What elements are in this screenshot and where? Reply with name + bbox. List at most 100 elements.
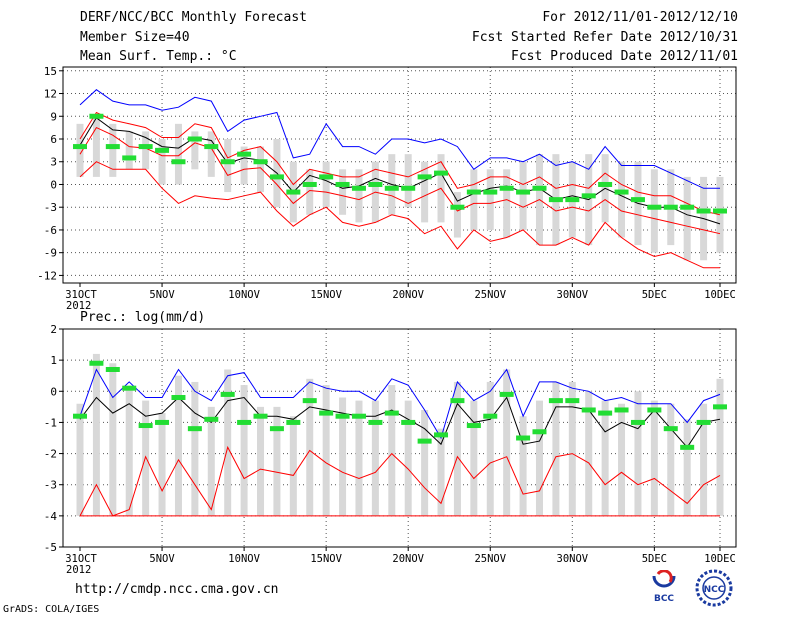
ensemble-marker <box>335 181 350 187</box>
spread-box <box>486 381 494 516</box>
series-min-line <box>79 161 720 269</box>
spread-box <box>404 154 412 208</box>
ensemble-marker <box>680 444 695 450</box>
ensemble-marker <box>614 189 629 195</box>
ensemble-marker <box>516 435 531 441</box>
spread-box <box>585 391 593 516</box>
spread-box <box>421 409 429 516</box>
series-mean-line <box>79 396 721 449</box>
ensemble-marker <box>663 204 678 210</box>
ensemble-marker <box>630 419 645 425</box>
ensemble-marker <box>384 185 399 191</box>
spread-box <box>273 406 281 516</box>
ensemble-marker <box>713 208 727 214</box>
ensemble-marker <box>237 419 252 425</box>
x-tick-label: 20NOV <box>392 289 424 301</box>
ensemble-marker <box>122 385 137 391</box>
y-tick-label: 9 <box>50 110 57 123</box>
spread-box <box>503 369 511 516</box>
ensemble-marker <box>647 204 662 210</box>
ensemble-marker <box>434 170 449 176</box>
variable-label: Mean Surf. Temp.: °C <box>80 49 237 64</box>
y-tick-label: 0 <box>50 178 57 191</box>
ensemble-marker <box>548 398 563 404</box>
spread-box <box>683 419 691 516</box>
ensemble-marker <box>171 395 186 401</box>
spread-box <box>470 169 478 230</box>
bcc-logo-text: BCC <box>654 594 674 604</box>
y-tick-label: 1 <box>50 354 57 367</box>
ensemble-marker <box>155 419 170 425</box>
x-tick-label: 10DEC <box>704 553 736 565</box>
y-tick-label: -12 <box>37 269 57 282</box>
ensemble-marker <box>302 398 317 404</box>
spread-box <box>322 385 330 516</box>
x-tick-label: 25NOV <box>474 289 506 301</box>
grads-credit: GrADS: COLA/IGES <box>3 604 100 615</box>
ensemble-marker <box>253 159 268 165</box>
spread-box <box>667 403 675 516</box>
ensemble-marker <box>384 410 399 416</box>
ensemble-marker <box>499 391 514 397</box>
spread-box <box>322 161 330 208</box>
chart-title: DERF/NCC/BCC Monthly Forecast <box>80 10 307 25</box>
ensemble-marker <box>73 144 87 150</box>
ensemble-marker <box>417 438 432 444</box>
ensemble-marker <box>73 413 87 419</box>
ncc-logo-text: NCC <box>704 585 725 595</box>
ensemble-marker <box>220 391 235 397</box>
y-tick-label: -3 <box>44 201 57 214</box>
spread-box <box>92 116 100 177</box>
spread-box <box>650 169 658 253</box>
ensemble-marker <box>105 366 120 372</box>
x-tick-label: 31OCT <box>65 553 97 565</box>
ensemble-marker <box>253 413 268 419</box>
fcst-started-date: Fcst Started Refer Date 2012/10/31 <box>471 30 738 45</box>
ensemble-marker <box>614 407 629 413</box>
y-tick-label: -4 <box>44 510 58 523</box>
ensemble-marker <box>220 159 235 165</box>
spread-box <box>618 161 626 238</box>
spread-box <box>109 363 117 516</box>
spread-box <box>700 403 708 516</box>
spread-box <box>568 381 576 516</box>
ensemble-marker <box>335 413 350 419</box>
spread-box <box>174 375 182 516</box>
ensemble-marker <box>483 413 498 419</box>
panel-temperature: 15 12 9 6 3 0 -3 -6 -9 -12 31OCT 5NOV 10NOV 15NOV 20NO… <box>37 65 737 312</box>
spread-box <box>437 428 445 516</box>
precip-variable-label: Prec.: log(mm/d) <box>80 310 205 325</box>
bcc-logo: BCC <box>652 570 676 604</box>
spread-box <box>421 161 429 223</box>
source-url[interactable]: http://cmdp.ncc.cma.gov.cn <box>75 582 279 597</box>
ensemble-marker <box>450 204 465 210</box>
x-year-label: 2012 <box>66 564 91 576</box>
ensemble-marker <box>237 151 252 157</box>
ensemble-marker <box>680 204 695 210</box>
ensemble-marker <box>89 360 104 366</box>
spread-box <box>339 397 347 516</box>
ensemble-marker <box>319 410 334 416</box>
spread-box <box>158 413 166 516</box>
ensemble-marker <box>581 193 596 199</box>
spread-box <box>191 131 199 170</box>
plot-frame <box>62 328 737 548</box>
spread-box <box>224 369 232 516</box>
ensemble-marker <box>532 429 547 435</box>
ensemble-marker <box>532 185 547 191</box>
ensemble-marker <box>138 423 153 429</box>
spread-box <box>125 388 133 516</box>
y-tick-label: -5 <box>44 541 57 554</box>
ensemble-marker <box>187 136 202 142</box>
y-tick-label: -2 <box>44 448 57 461</box>
spread-box <box>158 139 166 185</box>
x-tick-label: 10DEC <box>704 289 736 301</box>
series-min-line <box>79 445 721 517</box>
ensemble-marker <box>598 410 613 416</box>
spread-box <box>125 131 133 170</box>
y-tick-label: 6 <box>50 133 57 146</box>
x-tick-label: 15NOV <box>310 553 342 565</box>
spread-box <box>552 381 560 516</box>
series-mean-line <box>79 117 721 225</box>
